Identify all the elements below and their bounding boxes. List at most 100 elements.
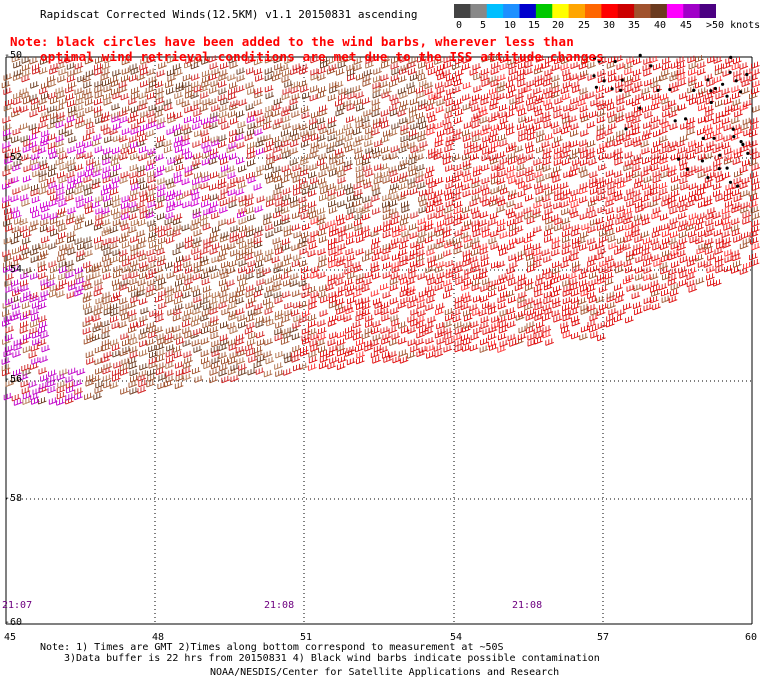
lat-label-50: -50: [4, 50, 23, 61]
contamination-marker: [706, 78, 710, 82]
contamination-marker: [597, 59, 601, 63]
lat-label-52: -52: [4, 152, 23, 163]
contamination-marker: [592, 56, 597, 61]
contamination-marker: [592, 74, 596, 78]
contamination-marker: [731, 127, 735, 131]
legend-swatch: [454, 4, 471, 18]
wind-barb-group: [302, 56, 760, 371]
time-label-1: 21:07: [2, 600, 33, 611]
legend-label: 5: [480, 20, 487, 31]
contamination-marker: [685, 167, 690, 171]
legend-swatch: [650, 4, 668, 18]
contamination-marker: [701, 136, 705, 140]
map-title: Rapidscat Corrected Winds(12.5KM) v1.1 2…: [40, 8, 418, 21]
legend-swatch: [683, 4, 701, 18]
wind-barb-group: [1, 55, 760, 401]
legend-label: 40: [654, 20, 667, 31]
legend-swatch: [617, 4, 635, 18]
note-line-1: Note: black circles have been added to t…: [10, 34, 574, 49]
contamination-marker: [594, 85, 599, 89]
wind-barb-group: [299, 55, 760, 371]
legend-label: 20: [552, 20, 565, 31]
contamination-marker: [656, 88, 660, 92]
contamination-marker: [745, 72, 749, 77]
wind-barb-group: [2, 115, 265, 221]
note-line-2: optimal wind retrieval conditions are me…: [40, 49, 604, 64]
wind-barb-group: [1, 55, 429, 405]
legend-swatch: [601, 4, 619, 18]
legend-label: 45: [680, 20, 693, 31]
contamination-marker: [692, 88, 696, 92]
legend-swatch: [519, 4, 537, 18]
legend-swatch: [535, 4, 553, 18]
lat-label-60: -60: [4, 617, 23, 628]
contamination-marker: [709, 100, 713, 105]
contamination-marker: [673, 119, 677, 123]
wind-barbs: [1, 53, 760, 406]
contamination-marker: [741, 142, 745, 147]
contamination-marker: [734, 79, 738, 83]
legend-swatch: [666, 4, 684, 18]
contamination-marker: [713, 86, 718, 91]
contamination-marker: [732, 135, 736, 139]
contamination-marker: [613, 59, 617, 64]
legend-swatch: [568, 4, 586, 18]
lon-label-48: 48: [152, 632, 165, 643]
contamination-marker: [736, 184, 740, 188]
contamination-marker: [706, 176, 710, 180]
contamination-marker: [624, 127, 628, 131]
time-label-2: 21:08: [264, 600, 295, 611]
legend-swatch: [470, 4, 488, 18]
contamination-marker: [610, 87, 614, 91]
contamination-marker: [718, 153, 722, 157]
contamination-marker: [620, 78, 624, 82]
lon-label-54: 54: [450, 632, 463, 643]
contamination-marker: [677, 157, 681, 161]
contamination-marker: [709, 89, 713, 93]
legend-label: >50 knots: [706, 20, 760, 31]
lat-label-54: -54: [4, 264, 23, 275]
footer-note-1: Note: 1) Times are GMT 2)Times along bot…: [40, 642, 504, 653]
wind-barb-group: [1, 55, 428, 405]
contamination-marker: [746, 151, 750, 155]
contamination-marker: [668, 87, 672, 92]
legend-label: 0: [456, 20, 463, 31]
footer-credit: NOAA/NESDIS/Center for Satellite Applica…: [210, 667, 560, 678]
contamination-marker: [725, 166, 729, 170]
contamination-marker: [717, 167, 721, 171]
lon-label-45: 45: [4, 632, 17, 643]
legend-swatch: [585, 4, 602, 18]
lat-label-56: -56: [4, 374, 23, 385]
contamination-marker: [728, 70, 732, 74]
contamination-marker: [728, 180, 733, 184]
legend-label: 25: [578, 20, 591, 31]
contamination-marker: [729, 55, 733, 60]
contamination-marker: [649, 64, 653, 68]
legend-label: 15: [528, 20, 541, 31]
contamination-marker: [638, 106, 642, 110]
contamination-marker: [739, 140, 743, 144]
wind-speed-legend: [454, 4, 716, 18]
lon-label-57: 57: [597, 632, 610, 643]
legend-swatch: [634, 4, 651, 18]
contamination-marker: [738, 90, 743, 94]
legend-swatch: [699, 4, 716, 18]
contamination-marker: [725, 94, 729, 98]
contamination-marker: [619, 88, 623, 92]
legend-label: 10: [504, 20, 517, 31]
legend-label: 30: [603, 20, 616, 31]
legend-swatch: [486, 4, 504, 18]
lon-label-51: 51: [300, 632, 313, 643]
lon-label-60: 60: [745, 632, 758, 643]
contamination-marker: [721, 82, 725, 86]
time-label-3: 21:08: [512, 600, 543, 611]
contamination-marker: [712, 136, 716, 140]
contamination-marker: [602, 79, 606, 83]
legend-swatch: [503, 4, 520, 18]
legend-swatch: [552, 4, 570, 18]
lat-label-58: -58: [4, 493, 23, 504]
wind-barb-group: [1, 265, 86, 406]
contamination-marker: [684, 117, 688, 121]
contamination-marker: [638, 53, 642, 58]
